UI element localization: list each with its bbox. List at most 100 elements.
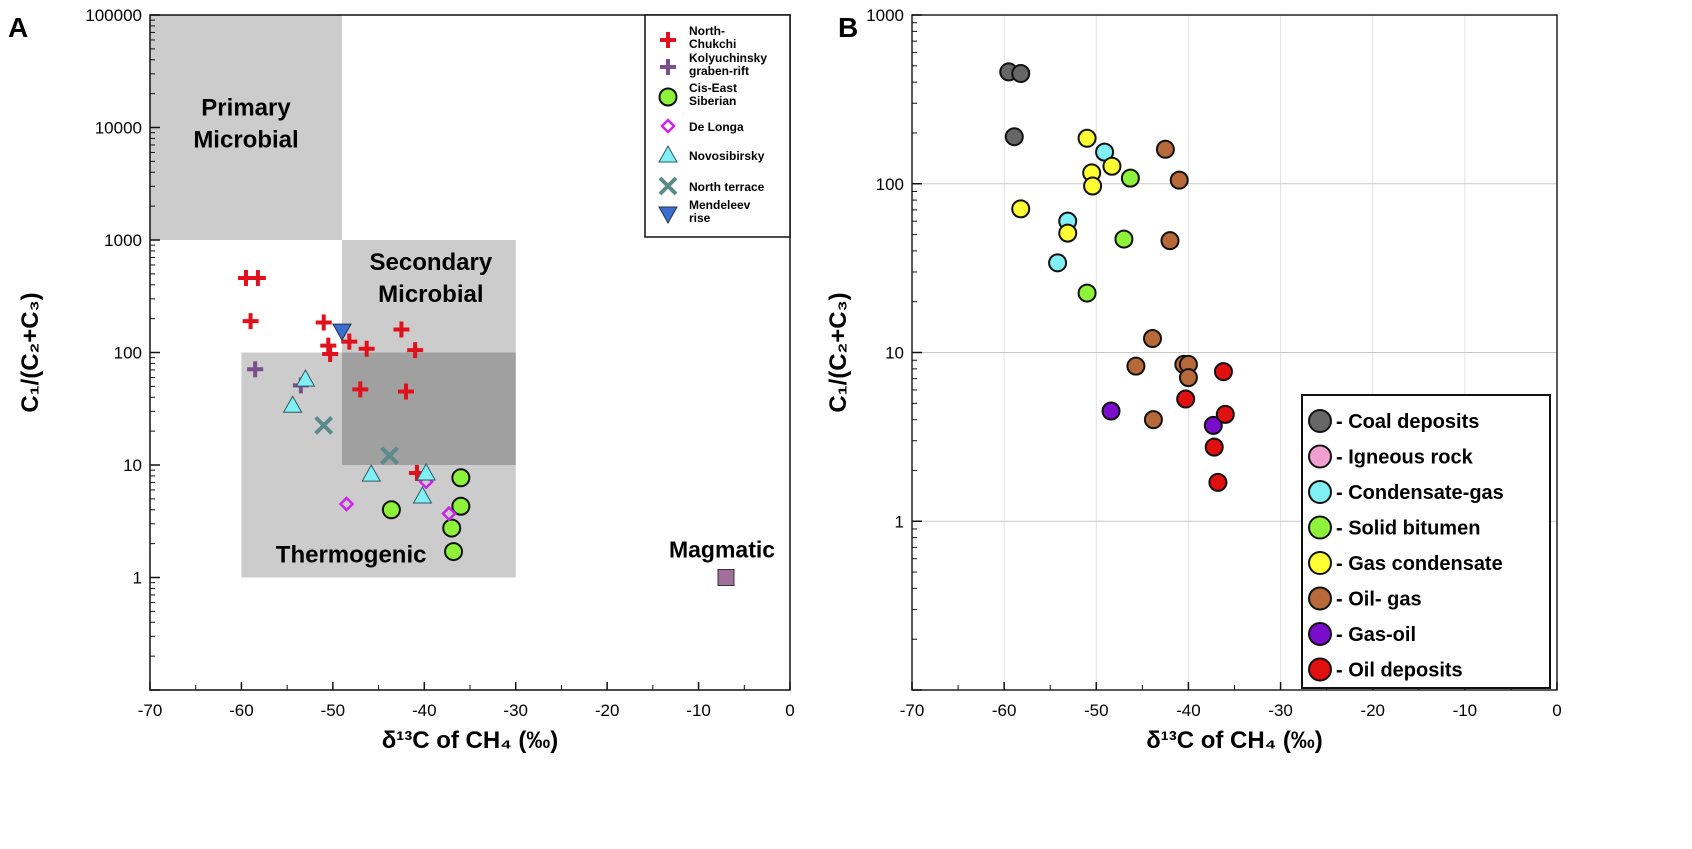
data-point: [315, 314, 332, 331]
series-magmatic: [717, 569, 735, 586]
legend-marker: [1308, 515, 1332, 540]
region-label: Secondary: [369, 249, 492, 276]
x-tick-label: -10: [686, 701, 711, 720]
data-point: [1126, 356, 1146, 376]
series--gas-oil: [1101, 401, 1223, 435]
data-point: [341, 333, 358, 350]
legend-label: rise: [689, 211, 711, 225]
data-point: [1048, 253, 1068, 273]
series-mendeleev-rise: [332, 323, 352, 342]
legend-marker: [658, 144, 678, 163]
series-cis-east-siberian: [381, 468, 471, 562]
data-point: [1101, 401, 1121, 421]
data-point: [1204, 437, 1224, 457]
data-point: [412, 485, 433, 504]
data-point: [381, 500, 401, 520]
data-point: [398, 383, 414, 400]
data-point: [380, 446, 399, 466]
legend-marker: [658, 87, 678, 107]
panel-A: Primary Microbial Secondary Microbial Thermo…: [8, 6, 795, 754]
data-point: [1160, 231, 1180, 251]
region: [150, 15, 342, 240]
data-point: [1208, 472, 1228, 492]
data-point: [249, 269, 266, 286]
y-tick-label: 1000: [866, 6, 904, 25]
legend-marker: [1308, 551, 1332, 575]
legend-label: - Solid bitumen: [1336, 518, 1480, 540]
legend-label: Chukchi: [689, 37, 736, 51]
legend-box: [644, 14, 791, 238]
annotation-magmatic: Magmatic: [669, 537, 775, 563]
y-tick-label: 10: [885, 344, 904, 363]
data-point: [1004, 127, 1024, 147]
x-tick-label: -70: [900, 701, 925, 720]
legend: - Coal deposits - Igneous rock - Condensat…: [1301, 394, 1551, 689]
region-label: Microbial: [193, 127, 298, 154]
y-tick-label: 100000: [85, 6, 142, 25]
legend-marker: [658, 206, 678, 225]
data-point: [1114, 229, 1134, 249]
data-point: [1011, 199, 1031, 219]
data-point: [451, 468, 471, 488]
y-tick-label: 1: [133, 569, 142, 588]
y-tick-label: 100: [876, 175, 904, 194]
legend-marker: [660, 59, 676, 75]
legend-label: - Coal deposits: [1336, 411, 1479, 433]
legend-label: Novosibirsky: [689, 149, 765, 163]
panel-label: B: [838, 12, 858, 43]
legend-label: De Longa: [689, 120, 744, 134]
data-point: [1215, 404, 1235, 424]
panel-label: A: [8, 12, 28, 43]
y-axis-title: C₁/(C₂+C₃): [825, 292, 852, 412]
y-tick-label: 100: [114, 344, 142, 363]
x-tick-label: 0: [1552, 701, 1561, 720]
x-tick-label: -20: [595, 701, 620, 720]
legend-label: Kolyuchinsky: [689, 51, 767, 65]
legend-label: - Oil deposits: [1336, 660, 1463, 682]
data-point: [451, 496, 471, 516]
data-point: [1203, 415, 1223, 435]
legend-label: - Gas-oil: [1336, 624, 1416, 646]
legend-marker: [660, 32, 676, 48]
legend-label: - Igneous rock: [1336, 447, 1474, 469]
series--gas-condensate: [1011, 128, 1122, 243]
y-tick-label: 10000: [95, 119, 142, 138]
legend-label: graben-rift: [689, 64, 749, 78]
data-point: [361, 464, 382, 482]
x-tick-label: -50: [321, 701, 346, 720]
x-tick-label: -20: [1360, 701, 1385, 720]
series--oil-deposits: [1176, 362, 1235, 492]
data-point: [1120, 168, 1140, 188]
legend-marker: [1308, 480, 1332, 504]
x-tick-label: -50: [1084, 701, 1109, 720]
y-tick-label: 1: [895, 512, 904, 531]
legend-label: Siberian: [689, 94, 736, 108]
data-point: [282, 395, 303, 413]
legend-marker: [1308, 409, 1332, 433]
region: [342, 352, 516, 465]
x-axis-title: δ¹³C of CH₄ (‰): [382, 727, 559, 754]
legend-label: - Gas condensate: [1336, 553, 1503, 575]
x-tick-label: 0: [785, 701, 794, 720]
data-point: [1176, 389, 1196, 409]
data-point: [444, 542, 464, 562]
data-point: [338, 496, 355, 512]
data-point: [314, 415, 334, 435]
data-point: [1011, 64, 1031, 84]
data-point: [358, 340, 375, 357]
legend-marker: [660, 118, 676, 134]
region-label: Primary: [201, 95, 291, 122]
series--solid-bitumen: [1077, 168, 1140, 303]
legend-marker: [1308, 586, 1332, 611]
data-point: [1058, 223, 1078, 243]
x-tick-label: -10: [1453, 701, 1478, 720]
data-point: [441, 505, 457, 522]
y-tick-label: 10: [123, 456, 142, 475]
series-north-terrace: [314, 415, 399, 466]
legend-label: - Condensate-gas: [1336, 482, 1504, 504]
data-point: [1143, 410, 1163, 430]
data-point: [1213, 362, 1233, 382]
legend-label: - Oil- gas: [1336, 589, 1422, 611]
